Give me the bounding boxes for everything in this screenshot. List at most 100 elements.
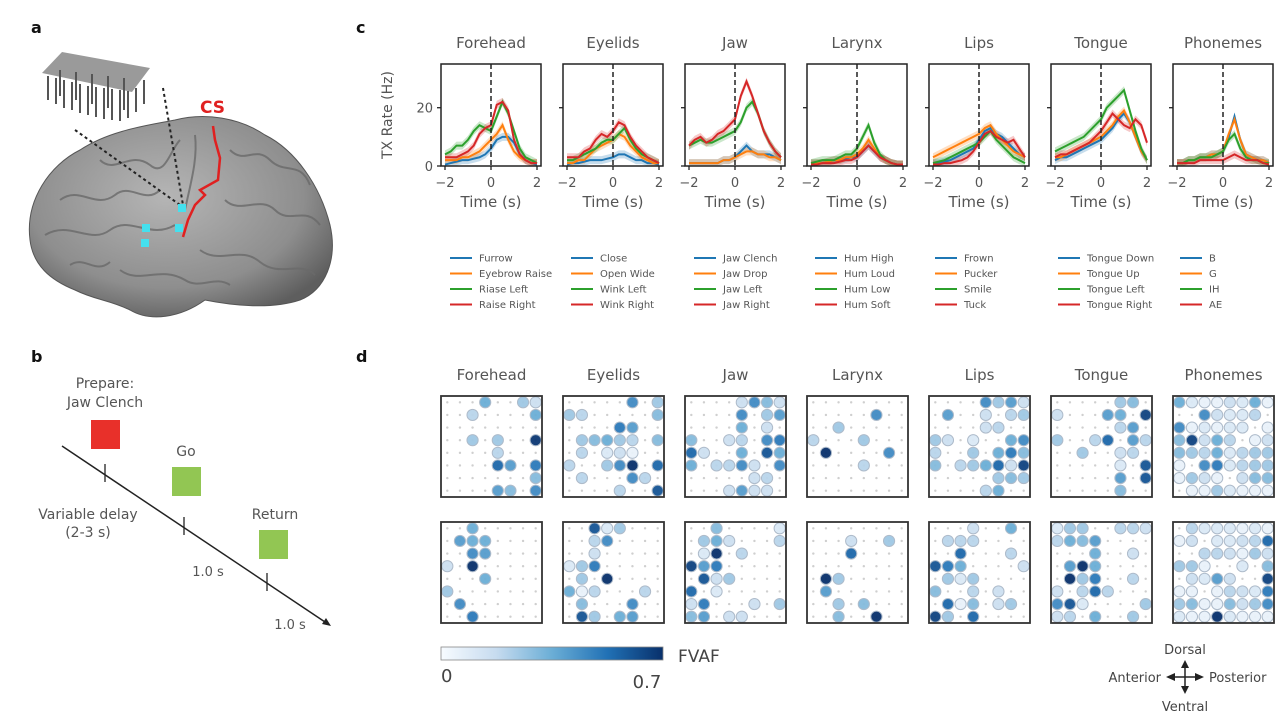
grid-dot: [824, 552, 828, 555]
grid-dot: [727, 426, 731, 429]
grid-dot: [446, 438, 449, 442]
y-axis-label: TX Rate (Hz): [380, 71, 396, 160]
grid-dot: [1190, 464, 1194, 467]
grid-dot: [740, 590, 744, 593]
electrode-fvaf-marker: [1114, 446, 1127, 459]
grid-dot: [521, 615, 525, 618]
grid-dot: [997, 539, 1000, 543]
grid-dot: [458, 438, 462, 442]
grid-dot: [631, 489, 634, 492]
grid-dot: [824, 527, 828, 530]
grid-dot: [934, 552, 937, 555]
grid-dot: [765, 590, 769, 593]
grid-dot: [849, 527, 853, 530]
grid-dot: [959, 590, 962, 593]
electrode-fvaf-marker: [1198, 597, 1211, 611]
grid-dot: [631, 527, 634, 530]
grid-dot: [875, 438, 878, 442]
grid-dot: [631, 564, 634, 568]
x-tick-label: 0: [853, 176, 861, 191]
grid-dot: [875, 451, 878, 455]
grid-dot: [875, 564, 878, 568]
grid-dot: [887, 527, 891, 530]
grid-dot: [1009, 564, 1013, 568]
x-tick-label: −2: [435, 176, 454, 191]
grid-dot: [521, 438, 525, 442]
electrode-fvaf-marker: [1223, 597, 1236, 611]
subplot-tongue: Tongue −2 0 2 Time (s): [1045, 34, 1152, 211]
electrode-fvaf-marker: [563, 408, 576, 422]
grid-dot: [984, 438, 988, 442]
grid-dot: [971, 489, 975, 492]
electrode-fvaf-marker: [1236, 446, 1249, 459]
grid-dot: [1056, 451, 1059, 455]
grid-dot: [446, 451, 449, 455]
grid-dot: [458, 564, 462, 568]
grid-dot: [1178, 527, 1181, 530]
grid-dot: [496, 413, 500, 417]
grid-dot: [496, 401, 500, 404]
electrode-fvaf-marker: [929, 434, 942, 447]
grid-dot: [690, 426, 693, 429]
y-tick-label: 0: [425, 160, 433, 175]
electrode-fvaf-marker: [638, 585, 652, 598]
grid-dot: [1131, 590, 1135, 593]
electrode-fvaf-marker: [1139, 597, 1152, 611]
x-tick-label: 0: [975, 176, 983, 191]
grid-dot: [753, 590, 756, 593]
subplot-phonemes: Phonemes −2 0 2 Time (s): [1167, 34, 1274, 211]
grid-dot: [887, 464, 891, 467]
grid-dot: [1009, 426, 1013, 429]
grid-dot: [1144, 401, 1147, 404]
grid-dot: [509, 451, 512, 455]
electrode-fvaf-marker: [710, 459, 723, 472]
grid-dot: [509, 590, 512, 593]
x-tick-label: 0: [1097, 176, 1105, 191]
electrode-fvaf-marker: [697, 534, 711, 548]
electrode-fvaf-marker: [1223, 434, 1236, 447]
electrode-marker: [142, 224, 150, 232]
grid-dot: [1093, 489, 1097, 492]
grid-dot: [483, 527, 487, 530]
grid-dot: [1081, 552, 1084, 555]
grid-dot: [483, 602, 487, 606]
grid-dot: [471, 401, 474, 404]
grid-dot: [1022, 489, 1025, 492]
electrode-fvaf-marker: [760, 471, 774, 485]
grid-dot: [1093, 527, 1097, 530]
grid-dot: [643, 438, 647, 442]
electrode-fvaf-marker: [1139, 459, 1152, 472]
grid-dot: [702, 464, 706, 467]
interval-label-1: 1.0 s: [192, 565, 224, 580]
grid-dot: [534, 564, 537, 568]
grid-dot: [656, 539, 659, 543]
grid-dot: [1022, 615, 1025, 618]
legend-label: Hum Low: [844, 285, 890, 296]
grid-dot: [471, 464, 474, 467]
electrode-fvaf-marker: [1126, 446, 1140, 459]
x-tick-label: 2: [777, 176, 785, 191]
grid-dot: [534, 615, 537, 618]
electrode-fvaf-marker: [845, 547, 858, 560]
grid-dot: [778, 426, 781, 429]
electrode-fvaf-marker: [1185, 597, 1199, 611]
grid-dot: [702, 413, 706, 417]
electrode-fvaf-marker: [1211, 471, 1224, 485]
subplot-title: Tongue: [1073, 34, 1128, 52]
grid-dot: [778, 577, 781, 581]
grid-dot: [727, 564, 731, 568]
grid-dot: [534, 451, 537, 455]
electrode-fvaf-marker: [760, 421, 774, 434]
electrode-fvaf-marker: [626, 610, 639, 623]
electrode-fvaf-marker: [441, 560, 454, 573]
grid-dot: [1022, 552, 1025, 555]
grid-dot: [824, 602, 828, 606]
electrode-fvaf-marker: [735, 396, 748, 409]
grid-dot: [534, 602, 537, 606]
orientation-dorsal-label: Dorsal: [1164, 643, 1206, 658]
grid-dot: [959, 426, 962, 429]
electrode-fvaf-marker: [441, 585, 454, 598]
grid-dot: [753, 577, 756, 581]
grid-dot: [887, 552, 891, 555]
grid-dot: [483, 451, 487, 455]
